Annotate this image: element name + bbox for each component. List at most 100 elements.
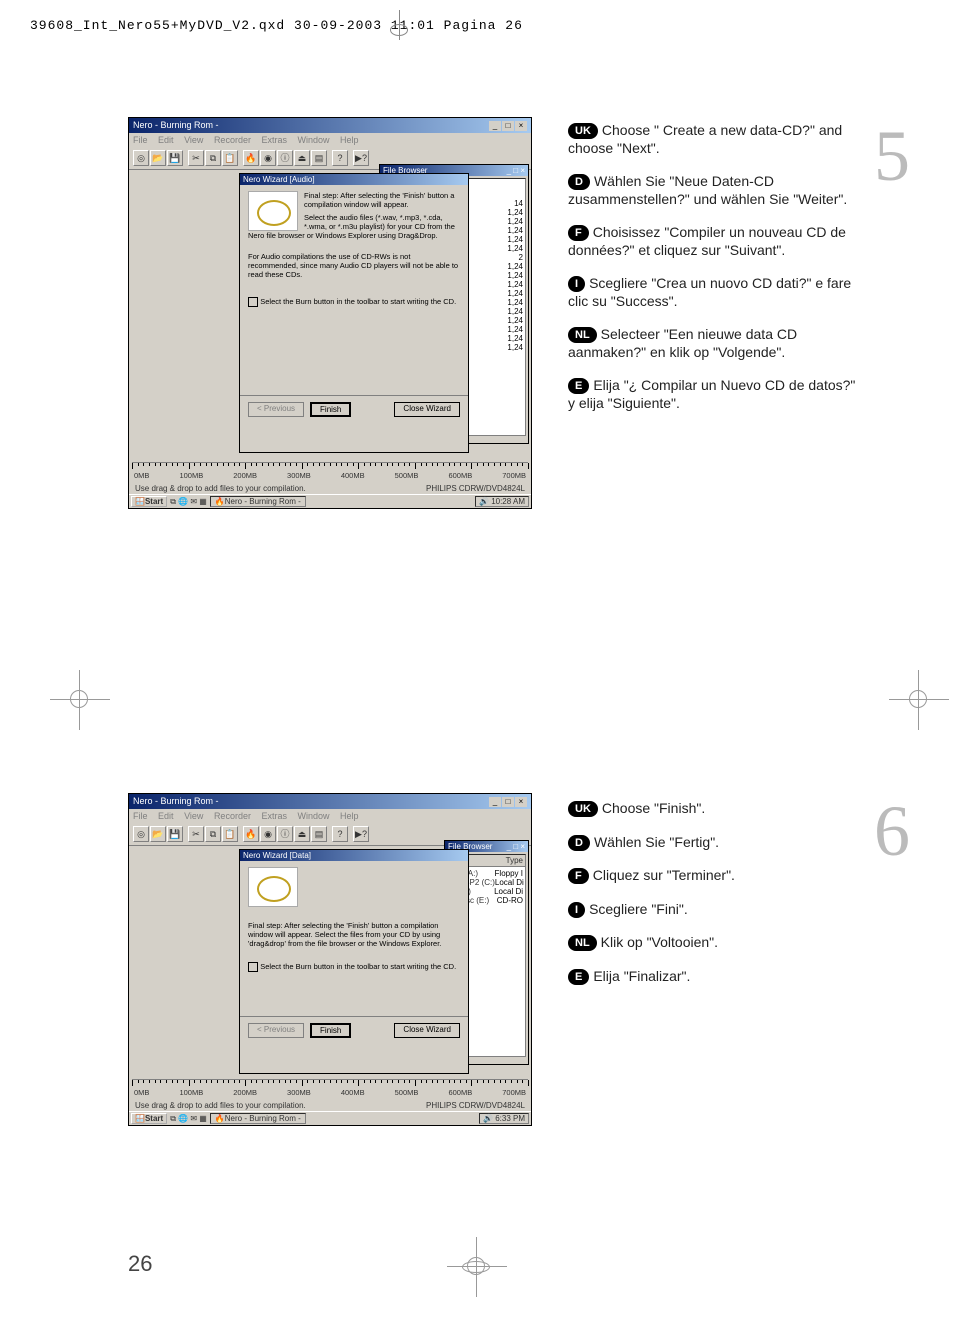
crop-mark-left xyxy=(50,670,110,730)
close-wizard-button[interactable]: Close Wizard xyxy=(394,1023,460,1038)
instructions-step-5: UKChoose " Create a new data-CD?" and ch… xyxy=(568,122,858,428)
badge-uk: UK xyxy=(568,801,598,817)
system-tray[interactable]: 🔊 6:33 PM xyxy=(479,1113,529,1124)
wizard-titlebar: Nero Wizard [Data] xyxy=(240,850,468,861)
start-button[interactable]: 🪟Start xyxy=(131,496,167,507)
menu-window[interactable]: Window xyxy=(298,135,330,145)
menu-extras[interactable]: Extras xyxy=(261,135,287,145)
previous-button[interactable]: < Previous xyxy=(248,1023,304,1038)
tb-burn-icon[interactable]: 🔥 xyxy=(243,150,259,166)
statusbar-text: Use drag & drop to add files to your com… xyxy=(135,484,306,493)
wizard-body: Final step: After selecting the 'Finish'… xyxy=(240,861,468,1044)
badge-d: D xyxy=(568,835,590,851)
system-tray[interactable]: 🔊 10:28 AM xyxy=(475,496,529,507)
wizard-body: Final step: After selecting the 'Finish'… xyxy=(240,185,468,423)
wizard-buttons: < Previous Finish Close Wizard xyxy=(240,395,468,417)
tb-info-icon[interactable]: ⓘ xyxy=(277,150,293,166)
size-ruler: 0MB100MB200MB300MB400MB500MB600MB700MB xyxy=(132,1079,528,1097)
menu-edit[interactable]: Edit xyxy=(158,811,174,821)
badge-d: D xyxy=(568,174,590,190)
tb-paste-icon[interactable]: 📋 xyxy=(222,150,238,166)
previous-button[interactable]: < Previous xyxy=(248,402,304,417)
tb-eject-icon[interactable]: ⏏ xyxy=(294,826,310,842)
menu-help[interactable]: Help xyxy=(340,811,359,821)
instr-i: Scegliere "Fini". xyxy=(589,901,688,917)
statusbar-text: Use drag & drop to add files to your com… xyxy=(135,1101,306,1110)
quicklaunch[interactable]: ⧉ 🌐 ✉ ▦ xyxy=(170,1114,207,1124)
tb-info-icon[interactable]: ⓘ xyxy=(277,826,293,842)
menu-edit[interactable]: Edit xyxy=(158,135,174,145)
tb-save-icon[interactable]: 💾 xyxy=(167,826,183,842)
tb-new-icon[interactable]: ◎ xyxy=(133,826,149,842)
tb-copy-icon[interactable]: ⧉ xyxy=(205,150,221,166)
menu-extras[interactable]: Extras xyxy=(261,811,287,821)
tb-save-icon[interactable]: 💾 xyxy=(167,150,183,166)
tb-view-icon[interactable]: ▤ xyxy=(311,826,327,842)
tb-help-icon[interactable]: ? xyxy=(332,150,348,166)
app-title: Nero - Burning Rom - xyxy=(133,796,219,807)
menu-help[interactable]: Help xyxy=(340,135,359,145)
menu-recorder[interactable]: Recorder xyxy=(214,135,251,145)
tb-cut-icon[interactable]: ✂ xyxy=(188,150,204,166)
tb-copy-icon[interactable]: ⧉ xyxy=(205,826,221,842)
menu-view[interactable]: View xyxy=(184,811,203,821)
instructions-step-6: UKChoose "Finish". DWählen Sie "Fertig".… xyxy=(568,800,858,1001)
taskbar-app-button[interactable]: 🔥Nero - Burning Rom - xyxy=(210,496,306,507)
wizard-titlebar: Nero Wizard [Audio] xyxy=(240,174,468,185)
statusbar: Use drag & drop to add files to your com… xyxy=(132,1100,528,1111)
menu-window[interactable]: Window xyxy=(298,811,330,821)
menu-file[interactable]: File xyxy=(133,135,148,145)
badge-e: E xyxy=(568,378,589,394)
window-buttons[interactable]: _□× xyxy=(488,796,527,807)
tb-disc-icon[interactable]: ◉ xyxy=(260,150,276,166)
doc-header: 39608_Int_Nero55+MyDVD_V2.qxd 30-09-2003… xyxy=(30,18,523,33)
wizard-title: Nero Wizard [Data] xyxy=(243,851,311,860)
menubar[interactable]: File Edit View Recorder Extras Window He… xyxy=(129,809,531,823)
menu-file[interactable]: File xyxy=(133,811,148,821)
finish-button[interactable]: Finish xyxy=(310,1023,351,1038)
tb-whatsthis-icon[interactable]: ▶? xyxy=(353,826,369,842)
tb-disc-icon[interactable]: ◉ xyxy=(260,826,276,842)
tb-cut-icon[interactable]: ✂ xyxy=(188,826,204,842)
app-title: Nero - Burning Rom - xyxy=(133,120,219,131)
tb-paste-icon[interactable]: 📋 xyxy=(222,826,238,842)
menubar[interactable]: File Edit View Recorder Extras Window He… xyxy=(129,133,531,147)
tb-whatsthis-icon[interactable]: ▶? xyxy=(353,150,369,166)
menu-recorder[interactable]: Recorder xyxy=(214,811,251,821)
badge-i: I xyxy=(568,276,585,292)
page-number: 26 xyxy=(128,1251,152,1277)
tb-open-icon[interactable]: 📂 xyxy=(150,826,166,842)
wizard-text-3: For Audio compilations the use of CD-RWs… xyxy=(248,252,460,279)
badge-e: E xyxy=(568,969,589,985)
wizard-buttons: < Previous Finish Close Wizard xyxy=(240,1016,468,1038)
file-browser-winbtns[interactable]: _ □ × xyxy=(507,842,525,851)
wizard-text-4: Select the Burn button in the toolbar to… xyxy=(260,297,456,306)
tb-view-icon[interactable]: ▤ xyxy=(311,150,327,166)
tb-new-icon[interactable]: ◎ xyxy=(133,150,149,166)
taskbar: 🪟Start ⧉ 🌐 ✉ ▦ 🔥Nero - Burning Rom - 🔊 1… xyxy=(129,494,531,508)
badge-i: I xyxy=(568,902,585,918)
instr-d: Wählen Sie "Fertig". xyxy=(594,834,719,850)
screenshot-data-wizard: Nero - Burning Rom - _□× File Edit View … xyxy=(128,793,532,1126)
instr-uk: Choose " Create a new data-CD?" and choo… xyxy=(568,122,842,156)
tb-open-icon[interactable]: 📂 xyxy=(150,150,166,166)
badge-uk: UK xyxy=(568,123,598,139)
step-number-5: 5 xyxy=(874,115,910,198)
file-browser-winbtns[interactable]: _ □ × xyxy=(507,166,525,175)
tb-eject-icon[interactable]: ⏏ xyxy=(294,150,310,166)
tb-burn-icon[interactable]: 🔥 xyxy=(243,826,259,842)
window-buttons[interactable]: _□× xyxy=(488,120,527,131)
badge-nl: NL xyxy=(568,935,597,951)
close-wizard-button[interactable]: Close Wizard xyxy=(394,402,460,417)
finish-button[interactable]: Finish xyxy=(310,402,351,417)
crop-mark-bottom xyxy=(447,1237,507,1297)
screenshot-audio-wizard: Nero - Burning Rom - _□× File Edit View … xyxy=(128,117,532,509)
taskbar-app-button[interactable]: 🔥Nero - Burning Rom - xyxy=(210,1113,306,1124)
badge-f: F xyxy=(568,868,589,884)
start-button[interactable]: 🪟Start xyxy=(131,1113,167,1124)
tb-help-icon[interactable]: ? xyxy=(332,826,348,842)
statusbar: Use drag & drop to add files to your com… xyxy=(132,483,528,494)
menu-view[interactable]: View xyxy=(184,135,203,145)
quicklaunch[interactable]: ⧉ 🌐 ✉ ▦ xyxy=(170,497,207,507)
wizard-title: Nero Wizard [Audio] xyxy=(243,175,315,184)
